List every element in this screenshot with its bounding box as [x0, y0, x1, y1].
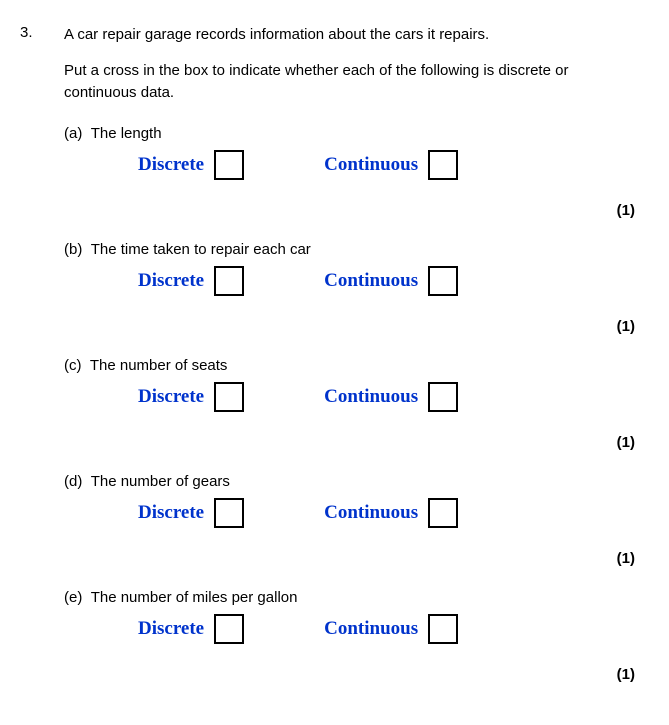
item-e-options: Discrete Continuous: [138, 614, 641, 644]
item-a-label: (a) The length: [64, 125, 641, 142]
continuous-label: Continuous: [324, 154, 418, 176]
item-c-marks: (1): [64, 434, 641, 451]
item-a-discrete-checkbox[interactable]: [214, 150, 244, 180]
intro-line-1: A car repair garage records information …: [64, 24, 641, 46]
item-b-continuous-checkbox[interactable]: [428, 266, 458, 296]
item-d-options: Discrete Continuous: [138, 498, 641, 528]
discrete-label: Discrete: [138, 154, 204, 176]
item-b-options: Discrete Continuous: [138, 266, 641, 296]
item-a: (a) The length Discrete Continuous: [64, 125, 641, 180]
item-e-text: The number of miles per gallon: [91, 589, 298, 606]
item-c: (c) The number of seats Discrete Continu…: [64, 357, 641, 412]
item-d-letter: (d): [64, 473, 82, 490]
item-a-continuous: Continuous: [324, 150, 458, 180]
item-b-label: (b) The time taken to repair each car: [64, 241, 641, 258]
item-c-continuous: Continuous: [324, 382, 458, 412]
item-b-letter: (b): [64, 241, 82, 258]
item-d-continuous-checkbox[interactable]: [428, 498, 458, 528]
question-number: 3.: [20, 24, 33, 41]
item-e-continuous: Continuous: [324, 614, 458, 644]
item-d-discrete-checkbox[interactable]: [214, 498, 244, 528]
question-page: 3. A car repair garage records informati…: [0, 0, 669, 725]
item-a-options: Discrete Continuous: [138, 150, 641, 180]
continuous-label: Continuous: [324, 386, 418, 408]
question-intro: A car repair garage records information …: [64, 24, 641, 103]
item-a-marks: (1): [64, 202, 641, 219]
discrete-label: Discrete: [138, 270, 204, 292]
item-d-marks: (1): [64, 550, 641, 567]
item-d: (d) The number of gears Discrete Continu…: [64, 473, 641, 528]
item-e-discrete: Discrete: [138, 614, 244, 644]
item-d-text: The number of gears: [91, 473, 230, 490]
continuous-label: Continuous: [324, 502, 418, 524]
item-d-continuous: Continuous: [324, 498, 458, 528]
continuous-label: Continuous: [324, 618, 418, 640]
discrete-label: Discrete: [138, 502, 204, 524]
item-e-continuous-checkbox[interactable]: [428, 614, 458, 644]
item-d-label: (d) The number of gears: [64, 473, 641, 490]
item-c-continuous-checkbox[interactable]: [428, 382, 458, 412]
item-c-letter: (c): [64, 357, 82, 374]
continuous-label: Continuous: [324, 270, 418, 292]
item-b-marks: (1): [64, 318, 641, 335]
intro-line-2: Put a cross in the box to indicate wheth…: [64, 60, 641, 104]
item-e-label: (e) The number of miles per gallon: [64, 589, 641, 606]
item-c-options: Discrete Continuous: [138, 382, 641, 412]
question-content: A car repair garage records information …: [64, 24, 641, 683]
item-e-marks: (1): [64, 666, 641, 683]
item-e: (e) The number of miles per gallon Discr…: [64, 589, 641, 644]
item-b-continuous: Continuous: [324, 266, 458, 296]
discrete-label: Discrete: [138, 386, 204, 408]
item-e-letter: (e): [64, 589, 82, 606]
item-a-text: The length: [91, 125, 162, 142]
item-c-discrete: Discrete: [138, 382, 244, 412]
discrete-label: Discrete: [138, 618, 204, 640]
item-e-discrete-checkbox[interactable]: [214, 614, 244, 644]
item-b-text: The time taken to repair each car: [91, 241, 311, 258]
item-d-discrete: Discrete: [138, 498, 244, 528]
item-b-discrete: Discrete: [138, 266, 244, 296]
item-a-letter: (a): [64, 125, 82, 142]
item-c-text: The number of seats: [90, 357, 228, 374]
item-a-continuous-checkbox[interactable]: [428, 150, 458, 180]
item-c-discrete-checkbox[interactable]: [214, 382, 244, 412]
item-b-discrete-checkbox[interactable]: [214, 266, 244, 296]
item-b: (b) The time taken to repair each car Di…: [64, 241, 641, 296]
item-a-discrete: Discrete: [138, 150, 244, 180]
item-c-label: (c) The number of seats: [64, 357, 641, 374]
